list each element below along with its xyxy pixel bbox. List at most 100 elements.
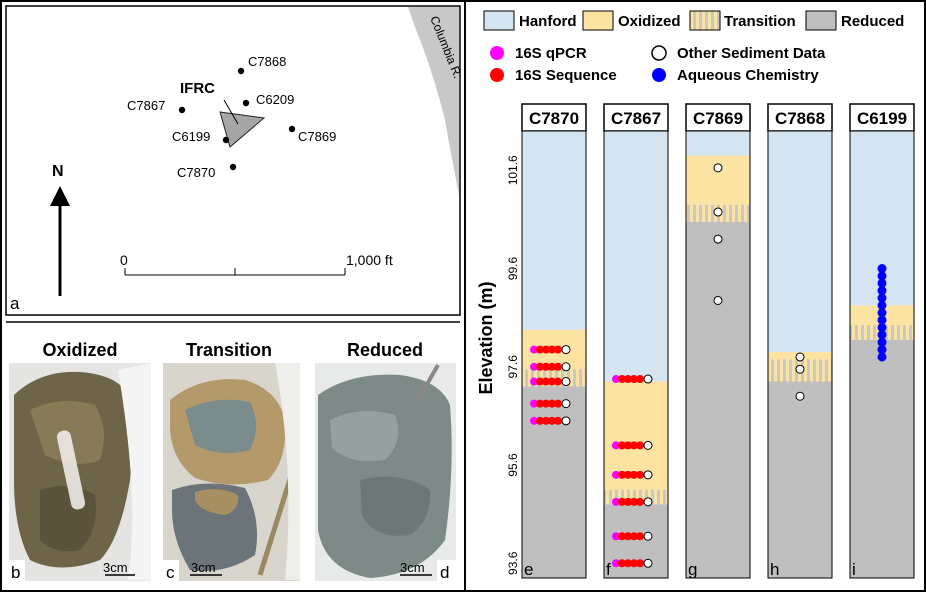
sequence-point bbox=[536, 345, 544, 354]
other-sediment-point bbox=[713, 207, 723, 217]
panel-letter-c: c bbox=[166, 563, 175, 582]
aqueous-point bbox=[877, 337, 887, 347]
well-label-c7867: C7867 bbox=[127, 98, 165, 113]
photo-transition-letter-bg bbox=[163, 560, 179, 581]
zone-hanford-c7867 bbox=[604, 131, 668, 382]
column-frame-c7869 bbox=[685, 130, 751, 579]
aqueous-point bbox=[877, 308, 887, 318]
other-sediment-point bbox=[713, 295, 723, 305]
aqueous-point bbox=[877, 271, 887, 281]
reduced-clump bbox=[330, 411, 399, 462]
other-sediment-point bbox=[643, 497, 653, 507]
legend-marker-sequence bbox=[490, 68, 504, 82]
y-tick-label: 99.6 bbox=[506, 257, 520, 281]
column-frame-c7867 bbox=[603, 130, 669, 579]
well-dot-c7869 bbox=[288, 125, 296, 133]
well-columns: 93.6 95.6 97.6 99.6 101.6 C7870 e C7867 f C7869 g C… bbox=[506, 103, 915, 579]
sequence-point bbox=[636, 497, 644, 506]
legend: Hanford Oxidized Transition Reduced 16S … bbox=[483, 10, 904, 84]
column-header-c7868 bbox=[767, 103, 833, 132]
scale-end-label: 1,000 ft bbox=[346, 252, 393, 268]
qpcr-point bbox=[612, 470, 620, 479]
sequence-point bbox=[630, 375, 638, 384]
qpcr-point bbox=[530, 362, 538, 371]
other-sediment-point bbox=[643, 470, 653, 480]
well-label-c7868: C7868 bbox=[248, 54, 286, 69]
legend-label-sequence: 16S Sequence bbox=[515, 67, 617, 84]
photo-panels: Oxidized 3cm b Transition 3cm c bbox=[6, 321, 460, 582]
column-frame-c6199 bbox=[849, 130, 915, 579]
well-dot-c7870 bbox=[229, 163, 237, 171]
photo-reduced-letter-bg bbox=[437, 560, 456, 581]
sequence-point bbox=[636, 559, 644, 568]
y-tick-label: 97.6 bbox=[506, 355, 520, 379]
sequence-point bbox=[624, 497, 632, 506]
other-sediment-point bbox=[643, 374, 653, 384]
column-title-c7867: C7867 bbox=[611, 109, 661, 128]
sequence-point bbox=[624, 470, 632, 479]
qpcr-point bbox=[612, 532, 620, 541]
photo-title-oxidized: Oxidized bbox=[42, 340, 117, 360]
map-panel: Columbia R. IFRC C7868 C6209 C7867 C6199… bbox=[5, 5, 465, 316]
sequence-point bbox=[636, 532, 644, 541]
sequence-point bbox=[630, 532, 638, 541]
qpcr-point bbox=[612, 497, 620, 506]
scale-start-label: 0 bbox=[120, 252, 128, 268]
panel-letter-d: d bbox=[440, 563, 449, 582]
other-sediment-point bbox=[561, 399, 571, 409]
aqueous-point bbox=[877, 345, 887, 355]
other-sediment-point bbox=[561, 362, 571, 372]
sequence-point bbox=[548, 399, 556, 408]
column-title-c7868: C7868 bbox=[775, 109, 825, 128]
legend-label-other: Other Sediment Data bbox=[677, 45, 826, 62]
well-label-c6199: C6199 bbox=[172, 129, 210, 144]
other-sediment-point bbox=[713, 163, 723, 173]
panel-letter-a: a bbox=[10, 294, 20, 313]
zone-reduced-c6199 bbox=[850, 339, 914, 578]
aqueous-point bbox=[877, 293, 887, 303]
well-dot-c6209 bbox=[242, 99, 250, 107]
panel-letter-g: g bbox=[688, 560, 697, 579]
transition-grey-patch bbox=[185, 399, 256, 454]
photo-reduced-scale: 3cm bbox=[400, 560, 425, 575]
aqueous-point bbox=[877, 264, 887, 274]
column-header-c7869 bbox=[685, 103, 751, 132]
sequence-point bbox=[548, 345, 556, 354]
well-dot-c7868 bbox=[237, 67, 245, 75]
photo-oxidized-letter-bg bbox=[9, 560, 25, 581]
column-header-c6199 bbox=[849, 103, 915, 132]
legend-label-aqueous: Aqueous Chemistry bbox=[677, 67, 819, 84]
columbia-river bbox=[408, 7, 459, 195]
other-sediment-point bbox=[643, 440, 653, 450]
sequence-point bbox=[636, 441, 644, 450]
well-label-c7869: C7869 bbox=[298, 129, 336, 144]
qpcr-point bbox=[612, 559, 620, 568]
transition-ochre-patch bbox=[195, 489, 239, 515]
sequence-point bbox=[554, 345, 562, 354]
sequence-point bbox=[536, 362, 544, 371]
sequence-point bbox=[536, 377, 544, 386]
photo-oxidized-scale: 3cm bbox=[103, 560, 128, 575]
column-frame-c7868 bbox=[767, 130, 833, 579]
qpcr-point bbox=[530, 416, 538, 425]
sequence-point bbox=[536, 399, 544, 408]
ifrc-triangle bbox=[219, 111, 266, 148]
photo-title-transition: Transition bbox=[186, 340, 272, 360]
sequence-point bbox=[542, 345, 550, 354]
qpcr-point bbox=[612, 441, 620, 450]
y-axis-label: Elevation (m) bbox=[476, 281, 496, 394]
sequence-point bbox=[630, 497, 638, 506]
sequence-point bbox=[548, 362, 556, 371]
sequence-point bbox=[554, 377, 562, 386]
legend-swatch-hanford bbox=[483, 10, 515, 31]
column-header-c7870 bbox=[521, 103, 587, 132]
legend-label-hanford: Hanford bbox=[519, 13, 577, 30]
aqueous-point bbox=[877, 330, 887, 340]
y-tick-label: 95.6 bbox=[506, 453, 520, 477]
legend-label-transition: Transition bbox=[724, 13, 796, 30]
panel-letter-f: f bbox=[606, 560, 611, 579]
legend-swatch-reduced bbox=[805, 10, 837, 31]
column-frame-c7870 bbox=[521, 130, 587, 579]
sequence-point bbox=[630, 441, 638, 450]
